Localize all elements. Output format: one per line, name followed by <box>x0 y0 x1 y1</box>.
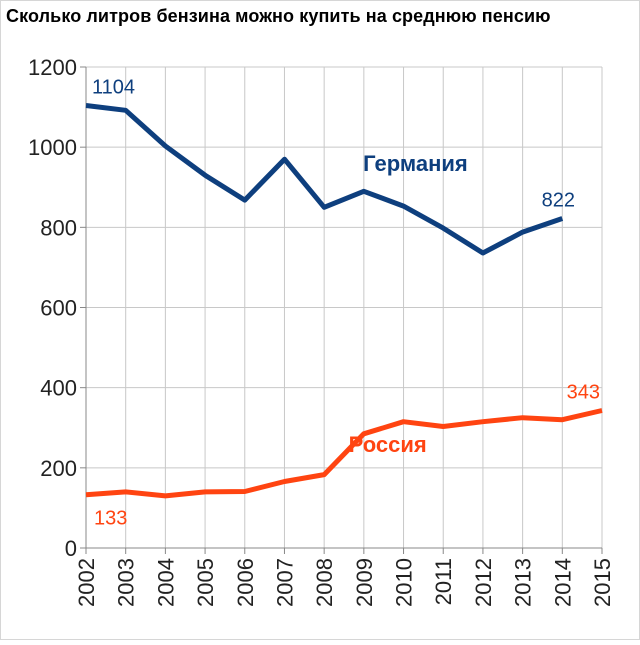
y-tick-label: 1200 <box>28 55 77 80</box>
x-tick-label: 2005 <box>193 558 218 607</box>
x-tick-label: 2008 <box>312 558 337 607</box>
x-tick-label: 2013 <box>511 558 536 607</box>
x-tick-label: 2004 <box>153 558 178 607</box>
chart-title: Сколько литров бензина можно купить на с… <box>6 6 551 26</box>
y-tick-label: 200 <box>40 456 77 481</box>
y-tick-label: 800 <box>40 215 77 240</box>
data-label: 1104 <box>92 76 135 98</box>
x-tick-label: 2009 <box>352 558 377 607</box>
x-tick-label: 2007 <box>272 558 297 607</box>
grid <box>85 66 603 549</box>
series-line-1 <box>85 408 603 499</box>
x-tick-label: 2002 <box>74 558 99 607</box>
x-tick-label: 2010 <box>392 558 417 607</box>
data-label: 822 <box>542 190 575 212</box>
x-tick-label: 2012 <box>471 558 496 607</box>
y-tick-label: 1000 <box>28 135 77 160</box>
y-tick-label: 600 <box>40 296 77 321</box>
series-annotation: Германия <box>363 151 468 176</box>
x-tick-label: 2006 <box>233 558 258 607</box>
x-tick-label: 2003 <box>114 558 139 607</box>
series-annotation: Россия <box>349 432 427 457</box>
x-tick-label: 2014 <box>550 558 575 607</box>
data-label: 343 <box>567 382 600 404</box>
y-tick-label: 400 <box>40 376 77 401</box>
y-tick-label: 0 <box>65 536 77 561</box>
data-label: 133 <box>94 508 127 530</box>
x-tick-label: 2015 <box>590 558 615 607</box>
series-line-0 <box>85 103 564 256</box>
x-tick-label: 2011 <box>431 558 456 605</box>
